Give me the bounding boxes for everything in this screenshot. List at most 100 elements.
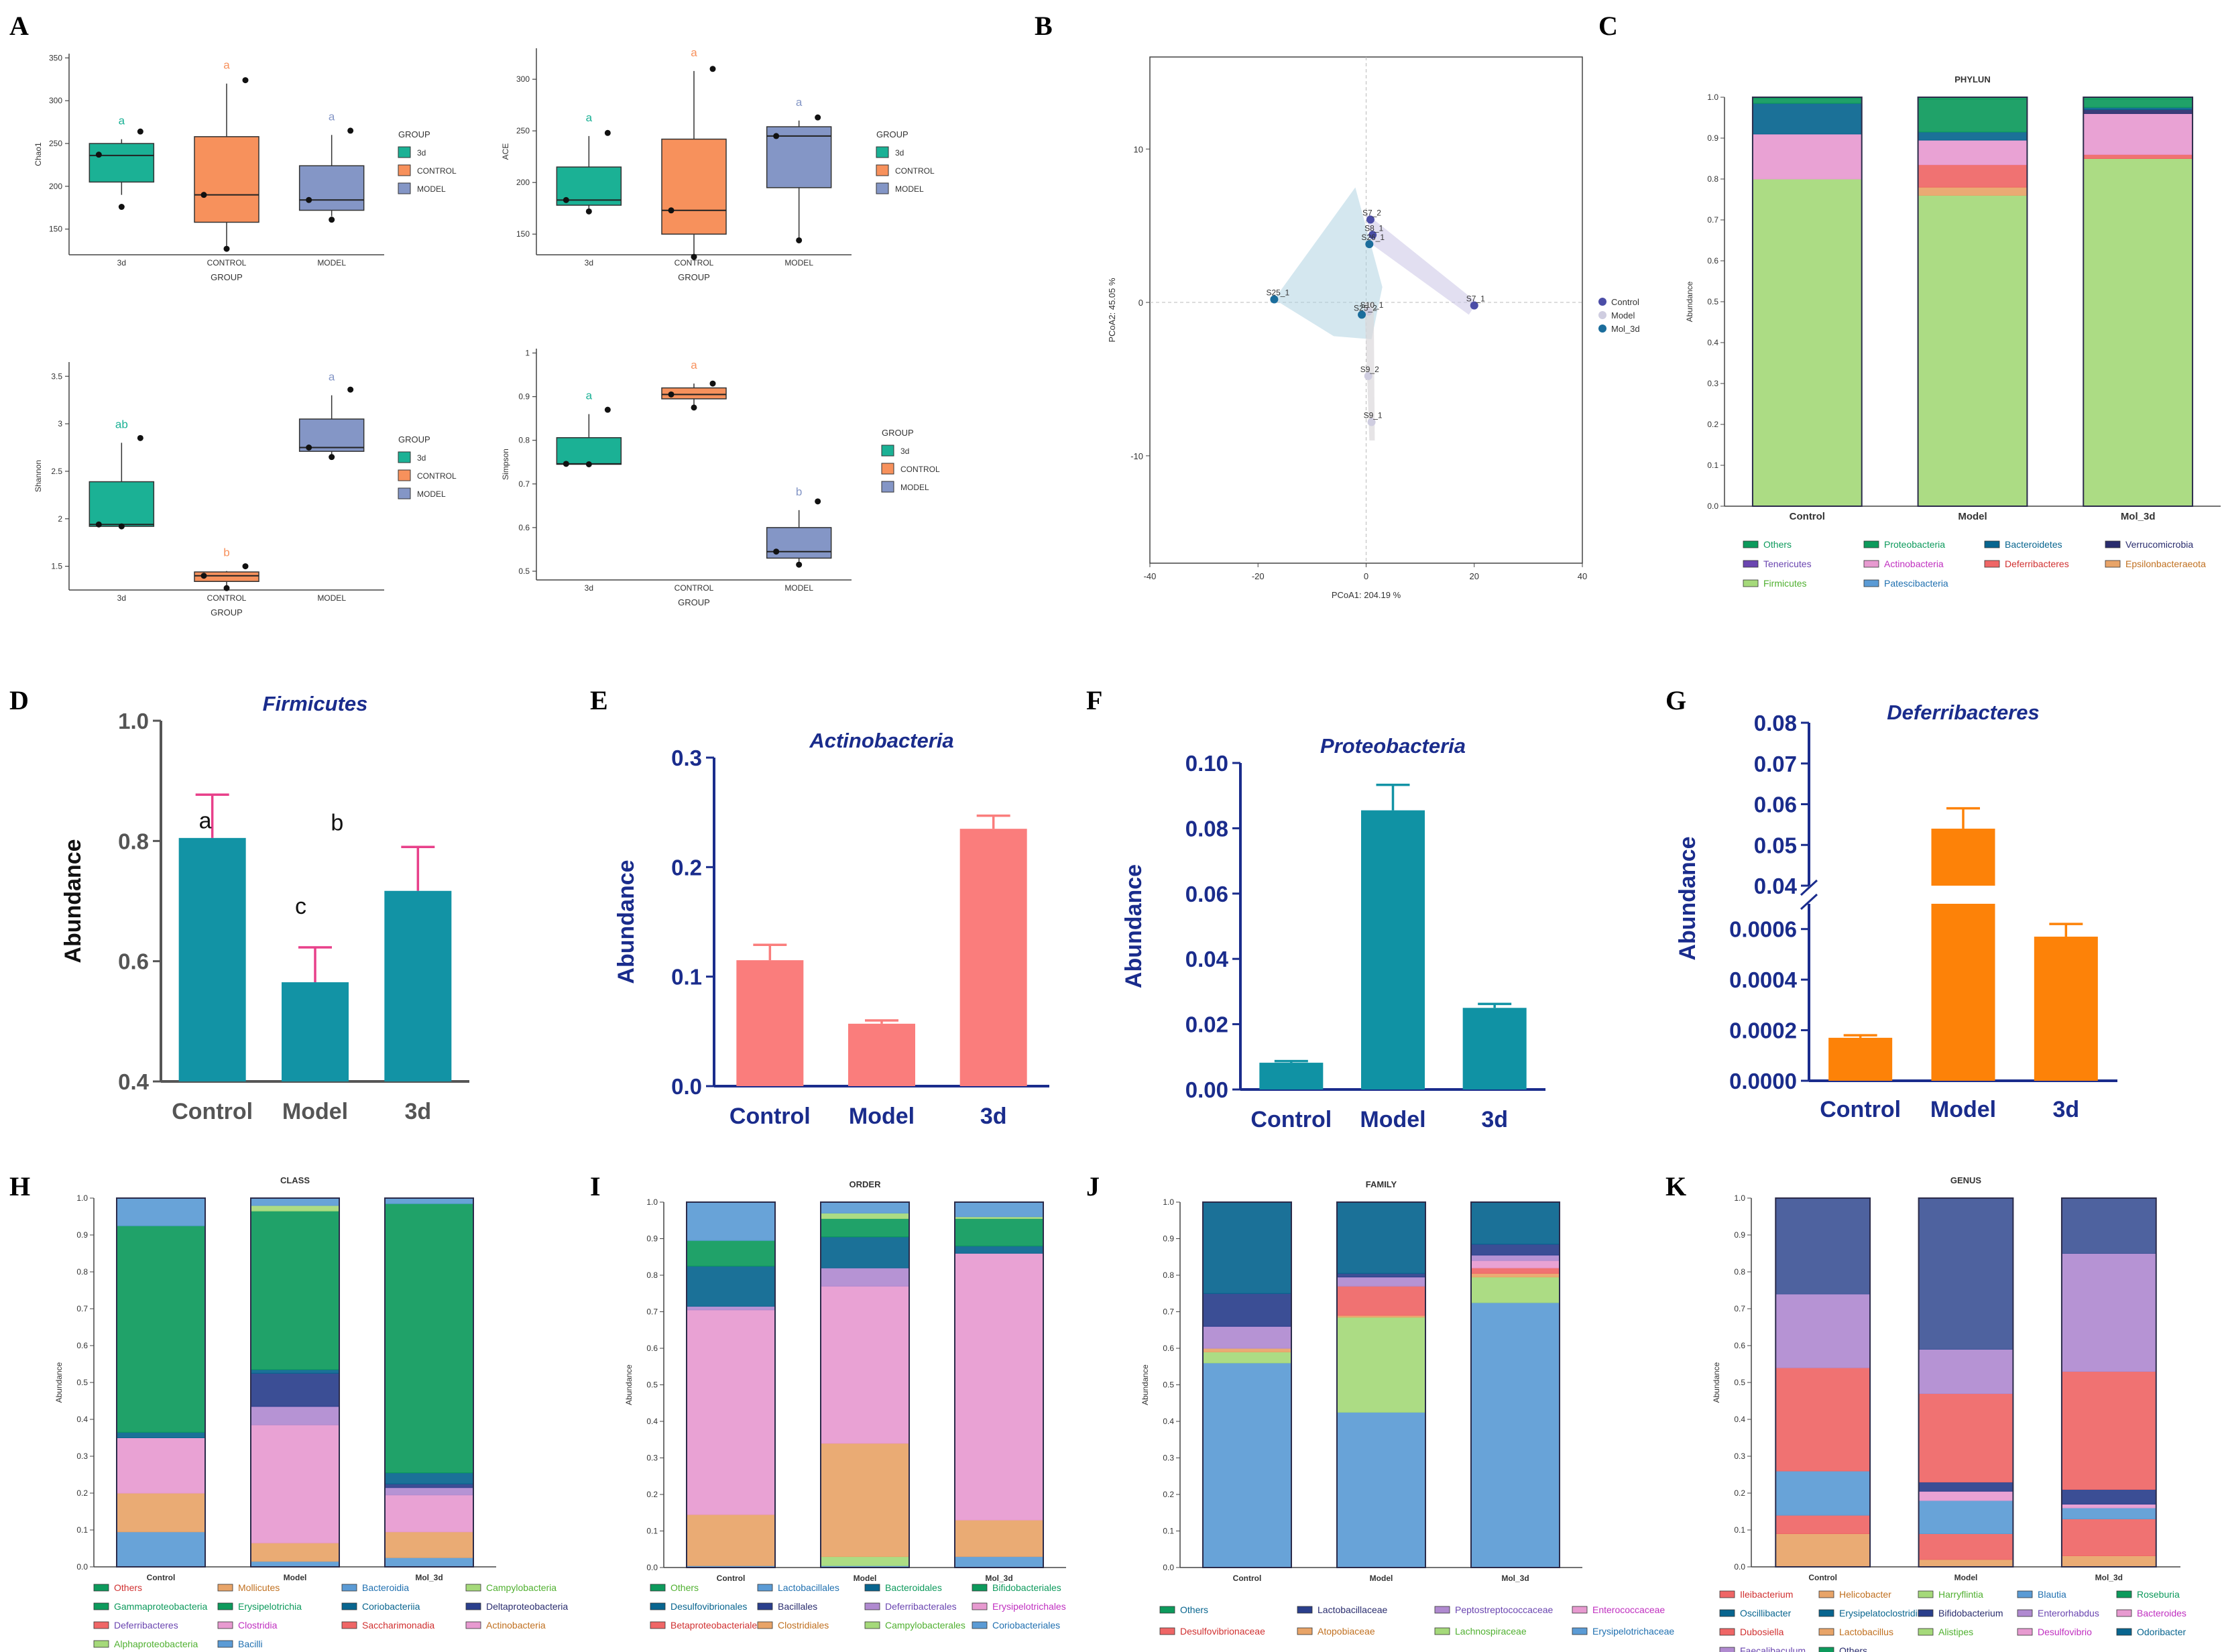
box-control (661, 387, 727, 400)
x-tick-label: 3d (1481, 1107, 1508, 1132)
legend-label: Bifidobacterium (1938, 1608, 2003, 1618)
significance-letter: a (119, 115, 125, 127)
bar-outline-control (1751, 97, 1863, 507)
legend-label: Lactobacillaceae (1318, 1604, 1388, 1615)
y-tick-label: 0.07 (1754, 752, 1797, 776)
data-point (306, 445, 312, 451)
x-tick-label: 3d (585, 583, 593, 593)
x-tick-label: Model (1954, 1573, 1978, 1582)
segment-others (1470, 1201, 1560, 1245)
legend-swatch (1918, 1609, 1934, 1617)
x-tick-label: Model (284, 1573, 307, 1582)
segment-deltaproteobacteria (384, 1483, 474, 1488)
y-tick-label: 0.6 (1707, 256, 1718, 266)
x-tick-label: MODEL (784, 583, 813, 593)
x-tick-label: Control (1820, 1097, 1901, 1122)
y-tick-label: 0.7 (1163, 1307, 1174, 1317)
y-tick-label: 0.10 (1185, 751, 1228, 776)
segment-campylobacterales (820, 1556, 910, 1566)
sample-point (1366, 215, 1375, 224)
legend-label: Coriobacteriia (362, 1601, 420, 1612)
legend-swatch (2116, 1609, 2132, 1617)
segment-clostridia (116, 1437, 206, 1494)
legend-swatch (93, 1602, 109, 1610)
segment-firmicutes (1918, 194, 2028, 507)
legend-label: Campylobacterales (885, 1620, 966, 1631)
segment-others (116, 1197, 206, 1226)
legend-label: Others (114, 1582, 142, 1593)
x-tick-label: 40 (1578, 571, 1587, 581)
data-point (95, 521, 102, 528)
sample-label: S9_1 (1364, 411, 1383, 420)
segment-coriobacteriia (116, 1431, 206, 1438)
segment-dubosiella (1775, 1367, 1871, 1472)
segment-desulfovibrionaceae (1336, 1285, 1426, 1316)
y-tick-label: 0.0 (1707, 501, 1718, 511)
y-tick-label: 1.0 (646, 1197, 658, 1207)
legend-label: Alistipes (1938, 1627, 1973, 1637)
segment-others (1336, 1201, 1426, 1274)
bar-model (282, 982, 349, 1081)
sample-label: S10_1 (1360, 300, 1384, 310)
y-tick-label: 0.00 (1185, 1077, 1228, 1102)
y-tick-label: 1.0 (1734, 1193, 1745, 1203)
segment-clostridiales (954, 1519, 1044, 1557)
y-axis-title: Abundance (1675, 836, 1700, 960)
data-point (223, 245, 230, 252)
x-axis-title: GROUP (678, 272, 710, 282)
y-tick-label: 0.0 (76, 1562, 88, 1572)
y-tick-label: 0.0 (1163, 1563, 1174, 1572)
y-tick-label: 3 (58, 419, 62, 428)
legend-swatch (2105, 540, 2121, 548)
legend-swatch (1918, 1628, 1934, 1636)
segment-firmicutes (2083, 158, 2193, 507)
bar-outline-control (1202, 1201, 1292, 1568)
sample-point (1364, 371, 1372, 380)
y-tick-label: 0.9 (646, 1234, 658, 1244)
legend-swatch (217, 1584, 233, 1592)
legend-swatch (972, 1584, 988, 1592)
legend-swatch (217, 1602, 233, 1610)
panel-label-f: F (1086, 685, 1102, 715)
legend-swatch (1434, 1627, 1450, 1635)
data-point (242, 563, 249, 570)
y-axis-title: PCoA2: 45.05 % (1107, 278, 1117, 343)
segment-deltaproteobacteria (250, 1372, 340, 1407)
segment-actinobacteria (1918, 139, 2028, 166)
chart-title: Firmicutes (263, 692, 368, 715)
data-point (137, 128, 143, 135)
segment-deferribacteres (2083, 154, 2193, 159)
legend-label: Roseburia (2137, 1589, 2180, 1600)
significance-letter: a (199, 808, 212, 833)
y-tick-label: 0.2 (1707, 420, 1718, 429)
y-tick-label: 0.8 (646, 1271, 658, 1280)
y-tick-label: 150 (49, 225, 62, 234)
segment-erysipelotrichales (820, 1285, 910, 1444)
legend-label: Desulfovibrio (2038, 1627, 2092, 1637)
data-point (347, 386, 354, 393)
y-tick-label: 0.0 (646, 1563, 658, 1572)
legend-swatch (864, 1621, 880, 1629)
significance-letter: a (586, 111, 593, 124)
legend-label: Actinobacteria (486, 1620, 546, 1631)
segment-faecalibaculum (1918, 1349, 2013, 1394)
y-tick-label: 0.5 (1707, 297, 1718, 306)
x-axis-title: PCoA1: 204.19 % (1332, 590, 1401, 600)
x-tick-label: Model (1360, 1107, 1425, 1132)
legend-swatch (341, 1602, 357, 1610)
legend-swatch (972, 1621, 988, 1629)
segment-coriobacteriia (250, 1369, 340, 1374)
data-point (200, 192, 207, 198)
chart-title: CLASS (280, 1175, 310, 1185)
y-tick-label: 0.8 (1734, 1267, 1745, 1277)
legend-label: Others (1763, 539, 1792, 550)
legend-label: Mollicutes (238, 1582, 280, 1593)
panel-label-c: C (1598, 11, 1618, 41)
legend-label: Others (1839, 1645, 1867, 1652)
segment-bacteroidales (686, 1265, 776, 1307)
legend-label: Enterorhabdus (2038, 1608, 2099, 1618)
legend-swatch (757, 1602, 773, 1610)
sample-point (1368, 231, 1377, 239)
data-point (223, 585, 230, 591)
sample-point (1365, 240, 1374, 249)
